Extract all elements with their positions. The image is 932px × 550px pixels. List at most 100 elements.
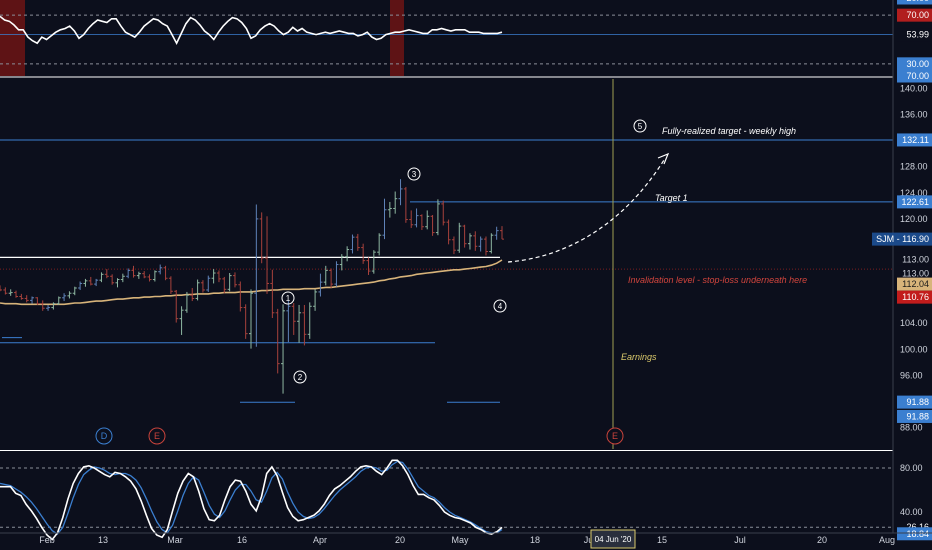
ohlc-bar (131, 265, 136, 278)
ohlc-bar (238, 281, 243, 312)
price-tag-91: 91.88 (897, 409, 932, 423)
rsi-70-tag: 70.00 (897, 8, 932, 22)
ohlc-bar (46, 304, 51, 311)
time-tick-label: Mar (167, 535, 183, 545)
ohlc-bar (232, 272, 237, 288)
ohlc-bar (19, 293, 24, 300)
ohlc-bar (184, 291, 189, 313)
ohlc-bar (142, 271, 147, 279)
ohlc-bar (457, 222, 462, 253)
ohlc-bar (211, 269, 216, 284)
ohlc-bar (275, 308, 280, 374)
rsi-30-tag-text: 30.00 (906, 59, 929, 69)
ohlc-bar (88, 276, 93, 286)
ohlc-bar (158, 264, 163, 275)
ohlc-bar (467, 233, 472, 250)
price-tag-132-bg (897, 133, 932, 147)
rsi-current-tag-bg (897, 28, 932, 42)
earnings-label: Earnings (621, 352, 657, 362)
ohlc-bar (8, 289, 13, 296)
wave-label-2: 2 (293, 370, 307, 384)
ohlc-bar (147, 274, 152, 282)
event-marker-d[interactable]: D (95, 427, 113, 445)
price-tag-110-text: 110.76 (902, 292, 929, 302)
ohlc-bar (478, 236, 483, 252)
ohlc-bar (30, 296, 35, 304)
event-marker-e[interactable]: E (148, 427, 166, 445)
ohlc-bar (339, 254, 344, 271)
time-axis[interactable]: Feb13Mar16Apr20May18Jun15Jul20Aug04 Jun … (0, 529, 932, 549)
ohlc-bar (419, 214, 424, 230)
rsi-partial-tag-bg (897, 0, 932, 5)
event-marker-text: E (612, 431, 618, 441)
wave-label-circle (407, 167, 421, 181)
time-tick-label: Jul (734, 535, 746, 545)
price-tag-122: 122.61 (897, 195, 932, 209)
ohlc-bar (409, 210, 414, 229)
ohlc-bar (393, 191, 398, 214)
ohlc-bar (403, 186, 408, 223)
ohlc-bar (126, 268, 131, 279)
rsi-current-tag-text: 53.99 (906, 30, 929, 40)
ohlc-bar (24, 295, 29, 303)
ohlc-bar (136, 271, 141, 279)
wave-label-text: 5 (638, 122, 643, 131)
ohlc-bar (168, 276, 173, 294)
price-tag-110: 110.76 (897, 290, 932, 304)
ohlc-bar (243, 304, 248, 339)
fully-realized-target-label: Fully-realized target - weekly high (662, 126, 796, 136)
stoch-tick-label: 80.00 (900, 463, 923, 473)
ohlc-bar (451, 236, 456, 255)
price-tick-label: 128.00 (900, 162, 928, 172)
ohlc-bar (227, 273, 232, 292)
price-tag-122-text: 122.61 (901, 197, 929, 207)
rsi-partial-tag-text: 70.00 (906, 71, 929, 81)
ohlc-bar (313, 289, 318, 311)
price-tick-label: 124.00 (900, 188, 928, 198)
ohlc-bar (291, 303, 296, 335)
ohlc-bar (216, 270, 221, 283)
ohlc-bar (345, 246, 350, 262)
ohlc-bar (206, 275, 211, 292)
stoch-slow-tag: 18.84 (897, 527, 932, 541)
rsi-partial-tag-bg (897, 69, 932, 83)
stoch-fast-line (0, 459, 503, 541)
ohlc-bar (120, 273, 125, 283)
event-marker-e[interactable]: E (606, 427, 624, 445)
rsi-overbought-zone (390, 0, 404, 76)
ohlc-bar (222, 276, 227, 294)
time-tick-label: Aug (879, 535, 895, 545)
stoch-tick-label: 40.00 (900, 507, 923, 517)
price-tag-91-text: 91.88 (906, 397, 929, 407)
ohlc-bar (350, 234, 355, 254)
ohlc-bar (190, 288, 195, 302)
rsi-overbought-zone (0, 0, 25, 76)
price-tag-113-text: 113.00 (902, 254, 929, 264)
ohlc-bar (441, 200, 446, 226)
ohlc-bar (99, 272, 104, 283)
stoch-current-tag-text: 26.16 (906, 522, 929, 532)
ohlc-bar (115, 278, 120, 288)
price-tag-113-bg (897, 252, 932, 266)
ohlc-bar (270, 269, 275, 319)
target-1-label: Target 1 (655, 193, 688, 203)
ohlc-bar (152, 270, 157, 282)
wave-label-circle (633, 119, 647, 133)
projection-arrow (507, 159, 665, 263)
event-marker-text: E (154, 431, 160, 441)
time-tick-label: 16 (237, 535, 247, 545)
price-tag-113-text: 113.00 (902, 269, 929, 279)
price-tag-113-bg (897, 267, 932, 281)
time-tick-label: Feb (39, 535, 55, 545)
price-tag-91: 91.88 (897, 395, 932, 409)
ohlc-bar (163, 265, 168, 281)
time-tick-label: May (451, 535, 469, 545)
price-axis: 140.00 136.00 128.00 124.00 120.00 104.00 100.… (872, 0, 932, 541)
ohlc-bar (414, 208, 419, 228)
price-tag-132: 132.11 (897, 133, 932, 147)
rsi-70-tag-bg (897, 8, 932, 22)
price-tick-label: 88.00 (900, 423, 923, 433)
wave-label-text: 2 (298, 373, 303, 382)
event-marker-text: D (101, 431, 108, 441)
